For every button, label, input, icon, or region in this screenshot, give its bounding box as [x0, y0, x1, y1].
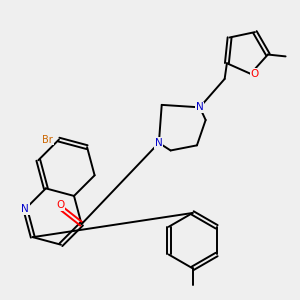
- Text: N: N: [155, 138, 163, 148]
- Text: Br: Br: [42, 135, 53, 145]
- Text: N: N: [196, 102, 204, 112]
- Text: N: N: [21, 204, 29, 214]
- Text: O: O: [251, 69, 259, 79]
- Text: O: O: [56, 200, 65, 210]
